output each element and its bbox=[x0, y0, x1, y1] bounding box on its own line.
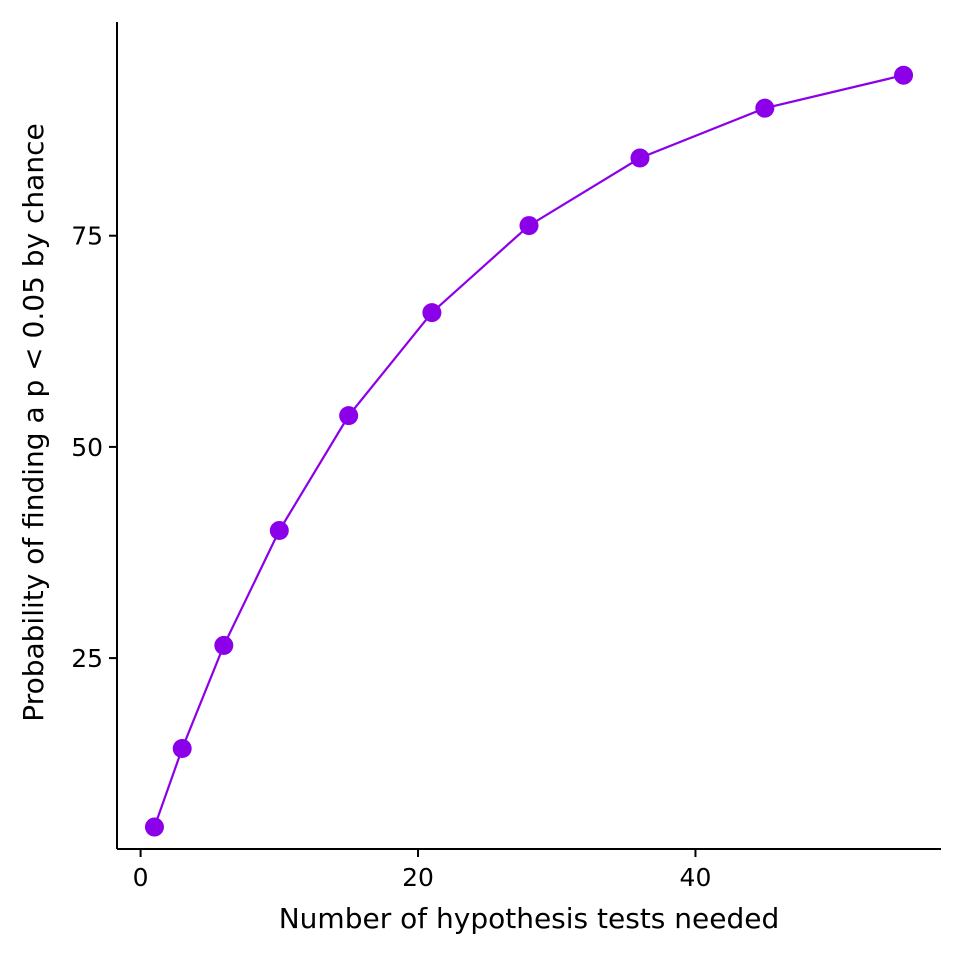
x-axis-title: Number of hypothesis tests needed bbox=[279, 902, 780, 935]
data-point bbox=[422, 303, 442, 323]
data-point bbox=[894, 65, 914, 85]
data-point bbox=[214, 635, 234, 655]
data-point bbox=[755, 98, 775, 118]
series-line bbox=[153, 74, 904, 828]
data-point bbox=[519, 216, 539, 236]
x-tick-label: 20 bbox=[402, 863, 434, 892]
y-tick-label: 50 bbox=[71, 433, 103, 462]
data-point bbox=[630, 148, 650, 168]
y-axis-title: Probability of finding a p < 0.05 by cha… bbox=[17, 123, 50, 721]
data-point bbox=[172, 738, 192, 758]
y-tick-label: 25 bbox=[71, 644, 103, 673]
data-point bbox=[339, 406, 359, 426]
data-point bbox=[269, 521, 289, 541]
y-tick-label: 75 bbox=[71, 222, 103, 251]
x-tick-label: 0 bbox=[133, 863, 149, 892]
data-point bbox=[144, 817, 164, 837]
x-tick-label: 40 bbox=[680, 863, 712, 892]
